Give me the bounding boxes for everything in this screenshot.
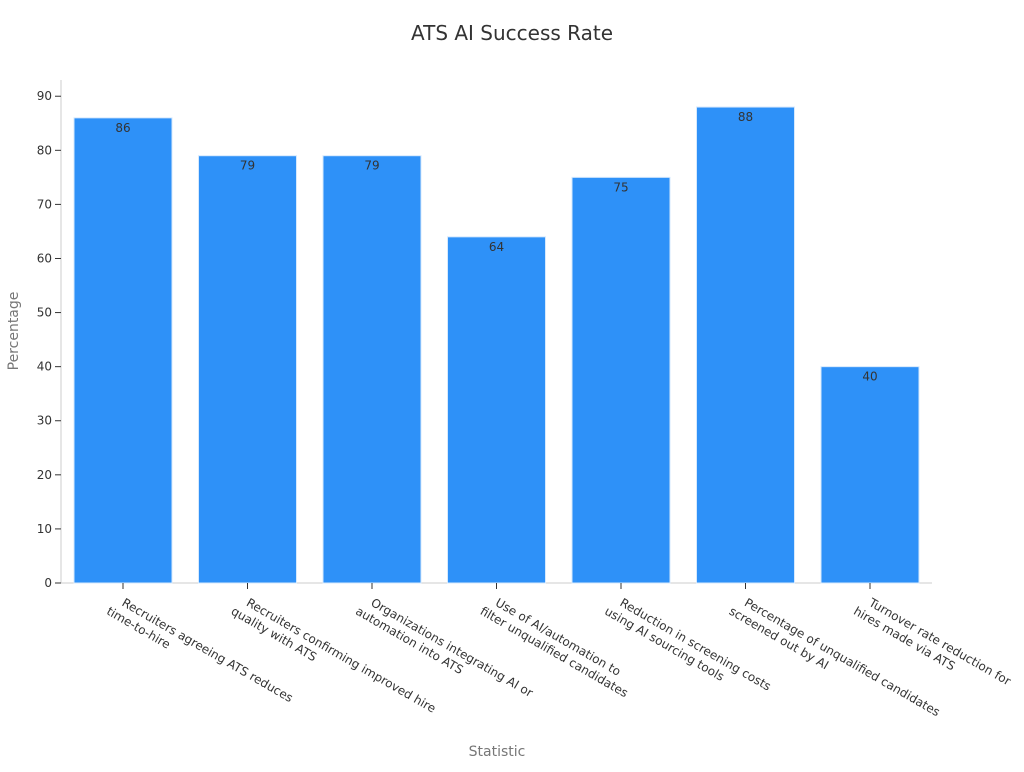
y-tick-label: 10 bbox=[37, 522, 52, 536]
y-tick-label: 0 bbox=[44, 576, 52, 590]
x-tick-label-line: Turnover rate reduction for bbox=[866, 595, 1014, 688]
bar-value-label: 64 bbox=[489, 240, 504, 254]
y-tick-label: 80 bbox=[37, 143, 52, 157]
y-tick-label: 50 bbox=[37, 306, 52, 320]
x-tick-label-line: Use of AI/automation to bbox=[493, 595, 623, 678]
x-tick-label: Turnover rate reduction forhires made vi… bbox=[851, 591, 1013, 701]
bar-value-label: 75 bbox=[613, 180, 628, 194]
bar-value-label: 79 bbox=[364, 159, 379, 173]
y-tick-label: 20 bbox=[37, 468, 52, 482]
bar-value-label: 40 bbox=[862, 370, 877, 384]
bar bbox=[198, 155, 297, 584]
y-tick-label: 30 bbox=[37, 414, 52, 428]
y-tick-label: 70 bbox=[37, 197, 52, 211]
x-tick-label: Percentage of unqualified candidatesscre… bbox=[727, 591, 943, 732]
y-axis-title: Percentage bbox=[6, 292, 22, 371]
bar-value-label: 79 bbox=[240, 159, 255, 173]
bar bbox=[322, 155, 422, 584]
bars: 86 79 79 64 75 88 40 bbox=[73, 106, 920, 584]
x-tick-label-line: Recruiters confirming improved hire bbox=[244, 595, 438, 715]
y-tick-label: 40 bbox=[37, 360, 52, 374]
x-tick-label: Recruiters confirming improved hirequali… bbox=[229, 591, 439, 729]
bar bbox=[696, 106, 795, 584]
bar-value-label: 88 bbox=[738, 110, 753, 124]
y-tick-label: 60 bbox=[37, 251, 52, 265]
y-tick-label: 90 bbox=[37, 89, 52, 103]
bar bbox=[571, 176, 671, 584]
x-axis-title: Statistic bbox=[469, 744, 526, 760]
x-tick-label-line: Percentage of unqualified candidates bbox=[742, 595, 942, 719]
bar-value-label: 86 bbox=[115, 121, 130, 135]
x-axis-ticks: Recruiters agreeing ATS reducestime-to-h… bbox=[104, 583, 1013, 732]
bar bbox=[447, 236, 546, 584]
chart-title: ATS AI Success Rate bbox=[411, 21, 613, 45]
bar bbox=[73, 117, 173, 584]
bar bbox=[820, 366, 920, 584]
y-axis-ticks: 0 10 20 30 40 50 60 70 80 90 bbox=[37, 89, 61, 590]
